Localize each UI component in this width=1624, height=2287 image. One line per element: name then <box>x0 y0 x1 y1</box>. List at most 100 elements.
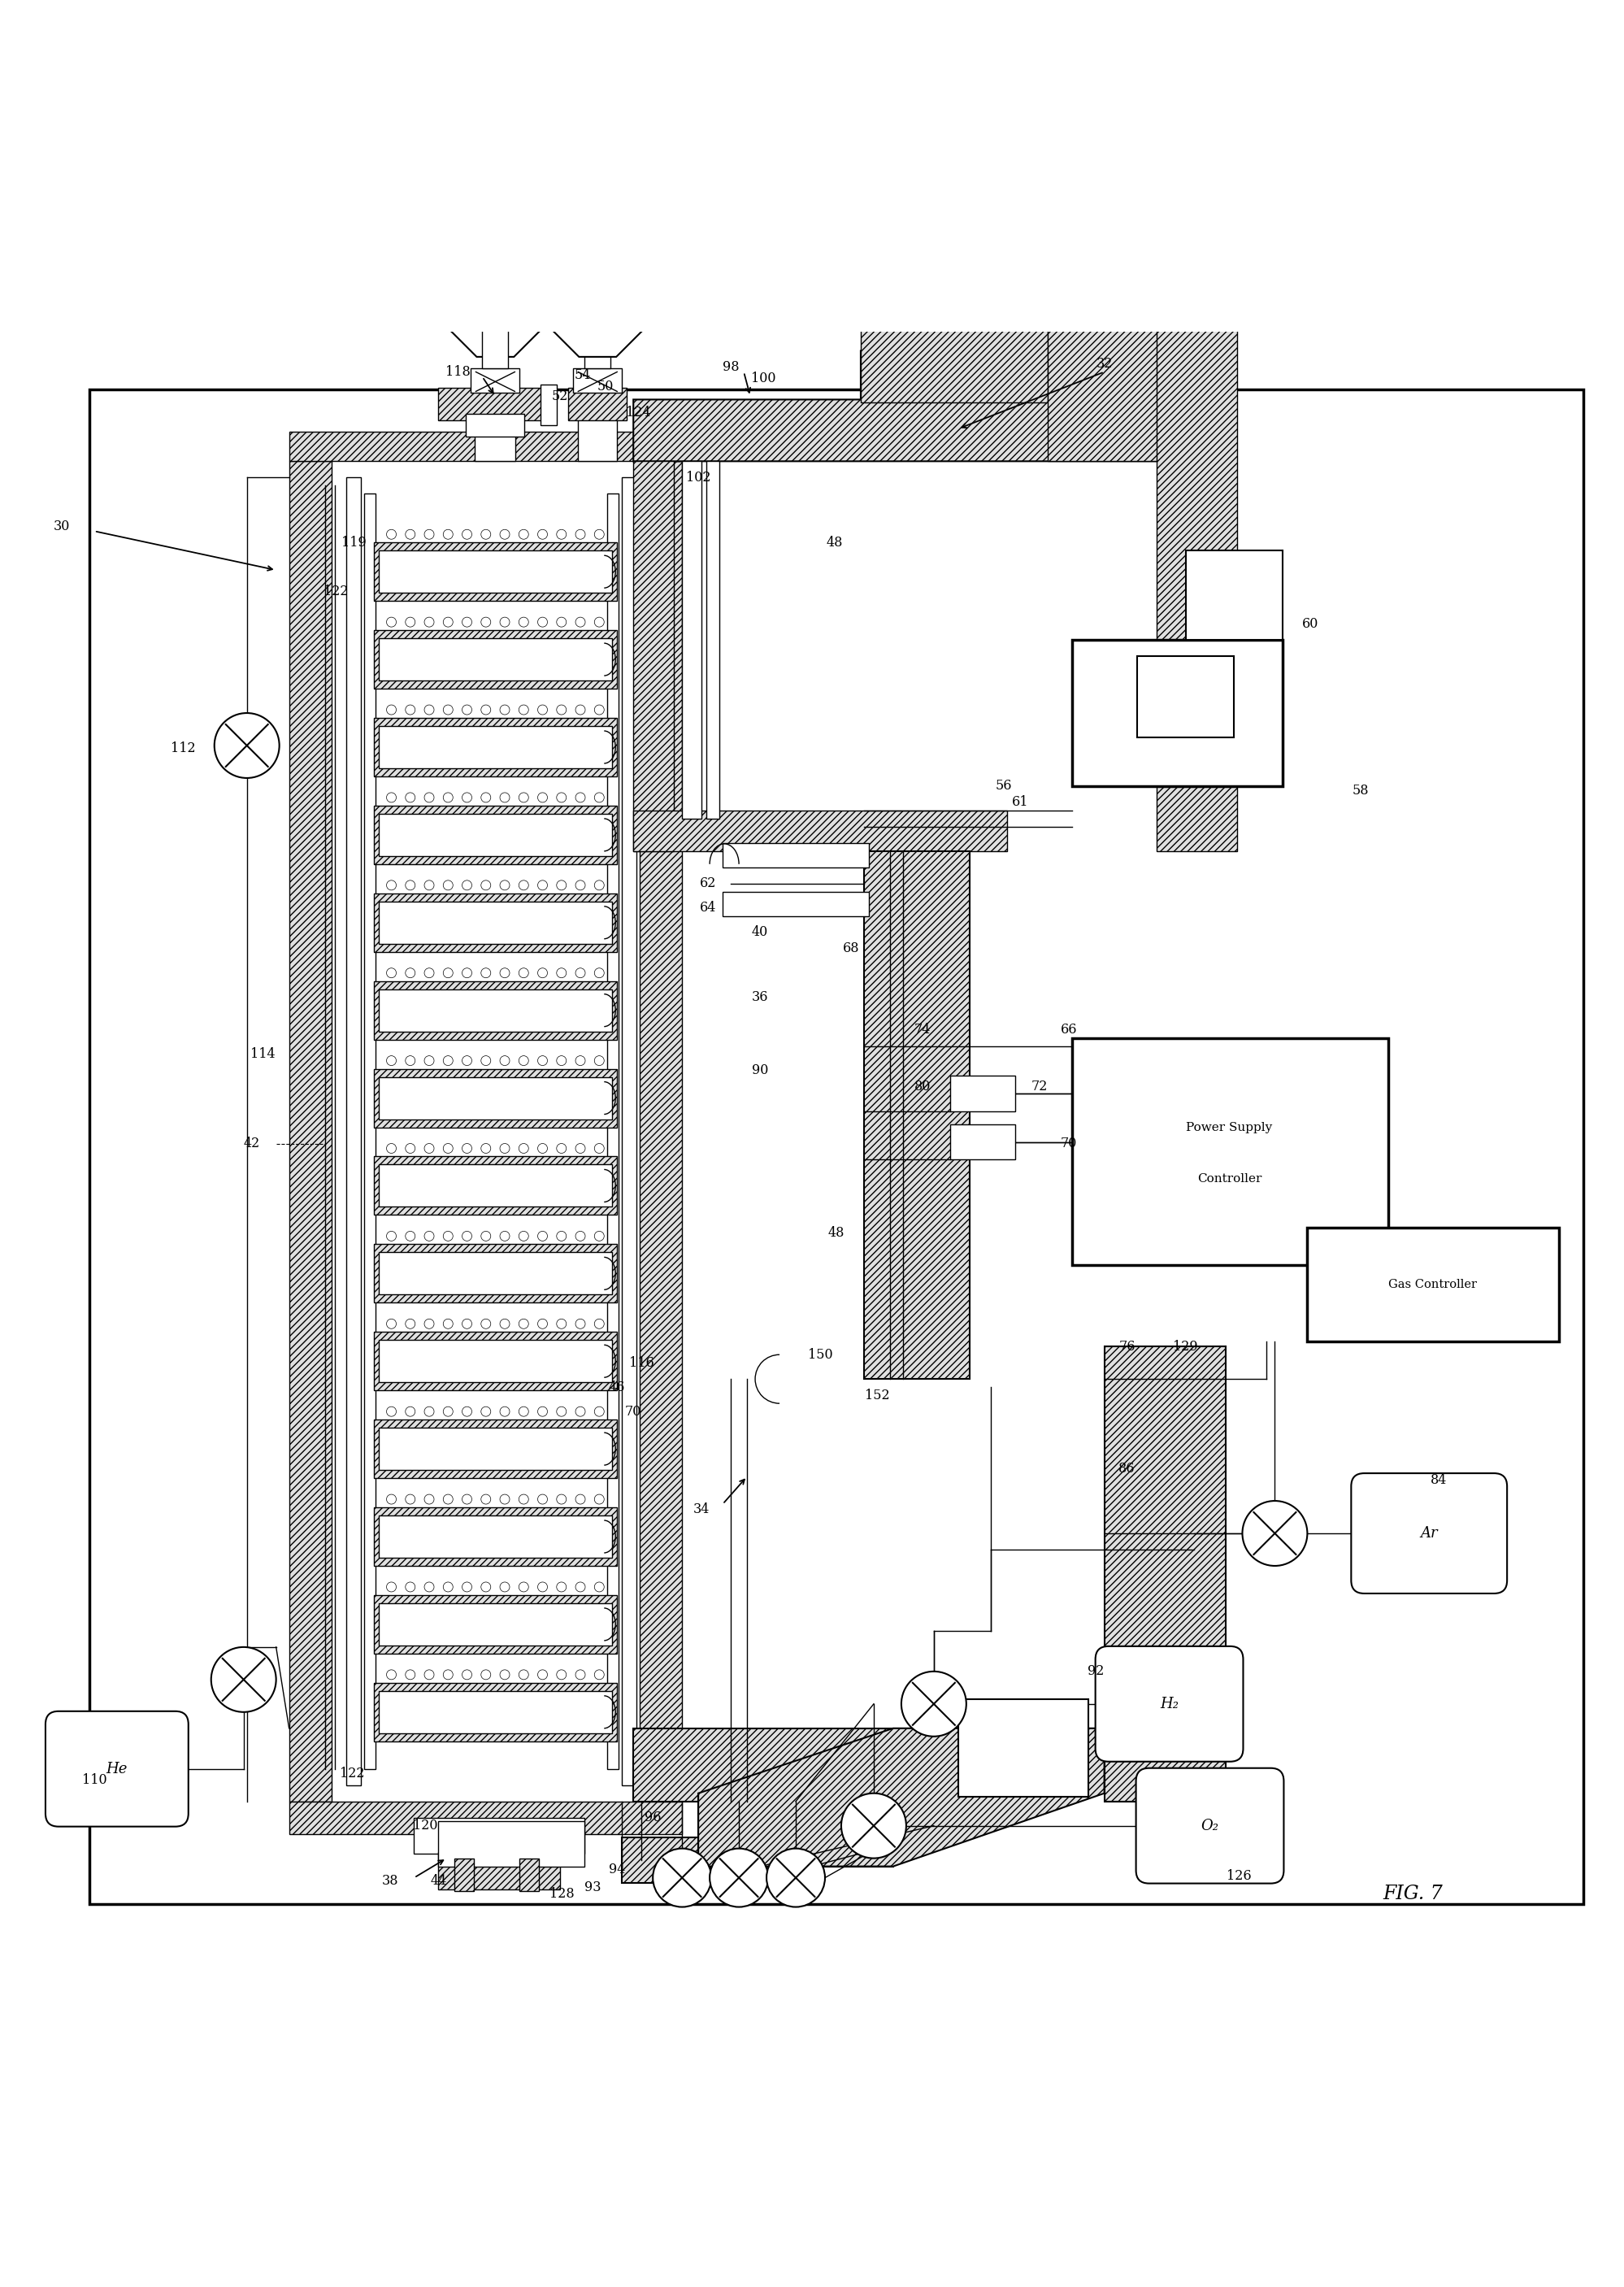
FancyBboxPatch shape <box>1095 1647 1244 1761</box>
Circle shape <box>538 1320 547 1329</box>
Circle shape <box>1242 1500 1307 1567</box>
Bar <box>466 414 525 437</box>
Circle shape <box>424 967 434 979</box>
Circle shape <box>901 1672 966 1736</box>
Text: 72: 72 <box>1031 1079 1047 1093</box>
Circle shape <box>481 794 490 803</box>
Circle shape <box>538 704 547 714</box>
Bar <box>568 389 627 421</box>
Circle shape <box>575 531 585 540</box>
Bar <box>682 462 702 819</box>
Circle shape <box>594 704 604 714</box>
Circle shape <box>387 880 396 890</box>
Circle shape <box>557 880 567 890</box>
Circle shape <box>463 967 473 979</box>
Bar <box>607 494 619 1768</box>
Text: 58: 58 <box>1353 784 1369 798</box>
Circle shape <box>500 704 510 714</box>
Circle shape <box>406 880 416 890</box>
Bar <box>1137 656 1234 736</box>
Bar <box>585 322 611 368</box>
Bar <box>374 1594 617 1654</box>
Circle shape <box>557 1057 567 1066</box>
Circle shape <box>424 1493 434 1505</box>
Bar <box>378 551 612 592</box>
Circle shape <box>481 1230 490 1242</box>
Circle shape <box>387 1057 396 1066</box>
Bar <box>378 1427 612 1471</box>
Text: 48: 48 <box>827 535 843 549</box>
Bar <box>455 1859 474 1891</box>
Circle shape <box>481 1493 490 1505</box>
Text: H₂: H₂ <box>1160 1697 1179 1711</box>
Text: 84: 84 <box>1431 1473 1447 1487</box>
Circle shape <box>481 617 490 627</box>
Circle shape <box>463 617 473 627</box>
Circle shape <box>481 1583 490 1592</box>
Text: 66: 66 <box>1060 1022 1077 1036</box>
Circle shape <box>500 617 510 627</box>
Circle shape <box>557 1583 567 1592</box>
Bar <box>374 718 617 775</box>
Text: 152: 152 <box>864 1388 890 1402</box>
Circle shape <box>463 1144 473 1153</box>
Text: 119: 119 <box>341 535 367 549</box>
Bar <box>950 1123 1015 1160</box>
Bar <box>378 901 612 945</box>
Text: 76: 76 <box>1119 1340 1135 1354</box>
Bar <box>374 1244 617 1304</box>
Circle shape <box>518 1320 528 1329</box>
Circle shape <box>406 794 416 803</box>
Polygon shape <box>552 268 643 357</box>
Bar <box>578 373 617 462</box>
Circle shape <box>594 1230 604 1242</box>
Circle shape <box>518 1144 528 1153</box>
Text: 42: 42 <box>244 1137 260 1150</box>
Circle shape <box>481 1320 490 1329</box>
Bar <box>640 462 682 1802</box>
Text: 94: 94 <box>609 1862 625 1878</box>
Bar <box>374 805 617 864</box>
Circle shape <box>518 1230 528 1242</box>
Bar <box>482 322 508 368</box>
Circle shape <box>538 531 547 540</box>
Text: 70: 70 <box>1060 1137 1077 1150</box>
Circle shape <box>406 617 416 627</box>
Bar <box>1186 551 1283 640</box>
Circle shape <box>463 1057 473 1066</box>
Circle shape <box>500 880 510 890</box>
Circle shape <box>594 880 604 890</box>
Circle shape <box>594 1144 604 1153</box>
Circle shape <box>500 794 510 803</box>
Circle shape <box>557 1230 567 1242</box>
Bar <box>378 638 612 682</box>
Circle shape <box>518 1407 528 1416</box>
Circle shape <box>557 531 567 540</box>
Bar <box>723 844 869 867</box>
FancyBboxPatch shape <box>1351 1473 1507 1594</box>
Bar <box>474 373 516 462</box>
Circle shape <box>518 1493 528 1505</box>
Bar <box>346 478 361 1786</box>
Circle shape <box>406 967 416 979</box>
Circle shape <box>481 531 490 540</box>
Circle shape <box>518 1057 528 1066</box>
Circle shape <box>424 1057 434 1066</box>
Circle shape <box>518 967 528 979</box>
Circle shape <box>575 1407 585 1416</box>
Bar <box>438 1852 560 1889</box>
Circle shape <box>594 1320 604 1329</box>
Bar <box>378 1340 612 1381</box>
Circle shape <box>518 1670 528 1679</box>
Circle shape <box>538 794 547 803</box>
Circle shape <box>406 1144 416 1153</box>
Circle shape <box>481 1670 490 1679</box>
Text: 60: 60 <box>1302 617 1319 631</box>
Bar <box>706 462 719 819</box>
Circle shape <box>575 1320 585 1329</box>
Circle shape <box>424 704 434 714</box>
Circle shape <box>406 704 416 714</box>
Circle shape <box>424 1670 434 1679</box>
Circle shape <box>500 1407 510 1416</box>
Text: 34: 34 <box>693 1503 710 1516</box>
